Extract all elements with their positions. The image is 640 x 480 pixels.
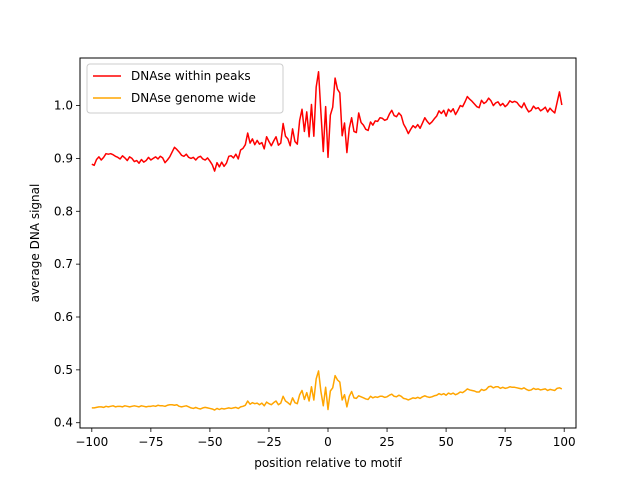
y-tick-label: 0.4	[54, 416, 73, 430]
series-line-1	[91, 370, 563, 411]
x-tick-label: 0	[324, 435, 332, 449]
y-axis-ticks: 0.4 0.5 0.6 0.7 0.8 0.9 1.0	[54, 99, 80, 430]
x-tick-label: −75	[138, 435, 163, 449]
series-line-0	[91, 70, 563, 172]
y-tick-label: 0.5	[54, 363, 73, 377]
legend-box	[86, 63, 284, 114]
y-tick-label: 0.8	[54, 204, 73, 218]
x-axis-label: position relative to motif	[254, 456, 402, 470]
legend-label-peaks: DNAse within peaks	[131, 69, 251, 83]
x-tick-label: 25	[379, 435, 394, 449]
legend: DNAse within peaks DNAse genome wide	[86, 63, 284, 114]
x-axis-ticks: −100 −75 −50 −25 0 25 50 75 100	[75, 428, 576, 449]
y-tick-label: 0.6	[54, 310, 73, 324]
x-tick-label: 100	[553, 435, 576, 449]
y-tick-label: 0.7	[54, 257, 73, 271]
y-axis-label: average DNA signal	[28, 184, 42, 303]
x-tick-label: −50	[197, 435, 222, 449]
x-tick-label: −25	[256, 435, 281, 449]
y-tick-label: 1.0	[54, 99, 73, 113]
legend-label-genome: DNAse genome wide	[131, 91, 256, 105]
x-tick-label: 50	[438, 435, 453, 449]
x-tick-label: 75	[498, 435, 513, 449]
x-tick-label: −100	[75, 435, 108, 449]
y-tick-label: 0.9	[54, 151, 73, 165]
plot-area	[80, 58, 576, 428]
series-layer	[91, 70, 563, 411]
